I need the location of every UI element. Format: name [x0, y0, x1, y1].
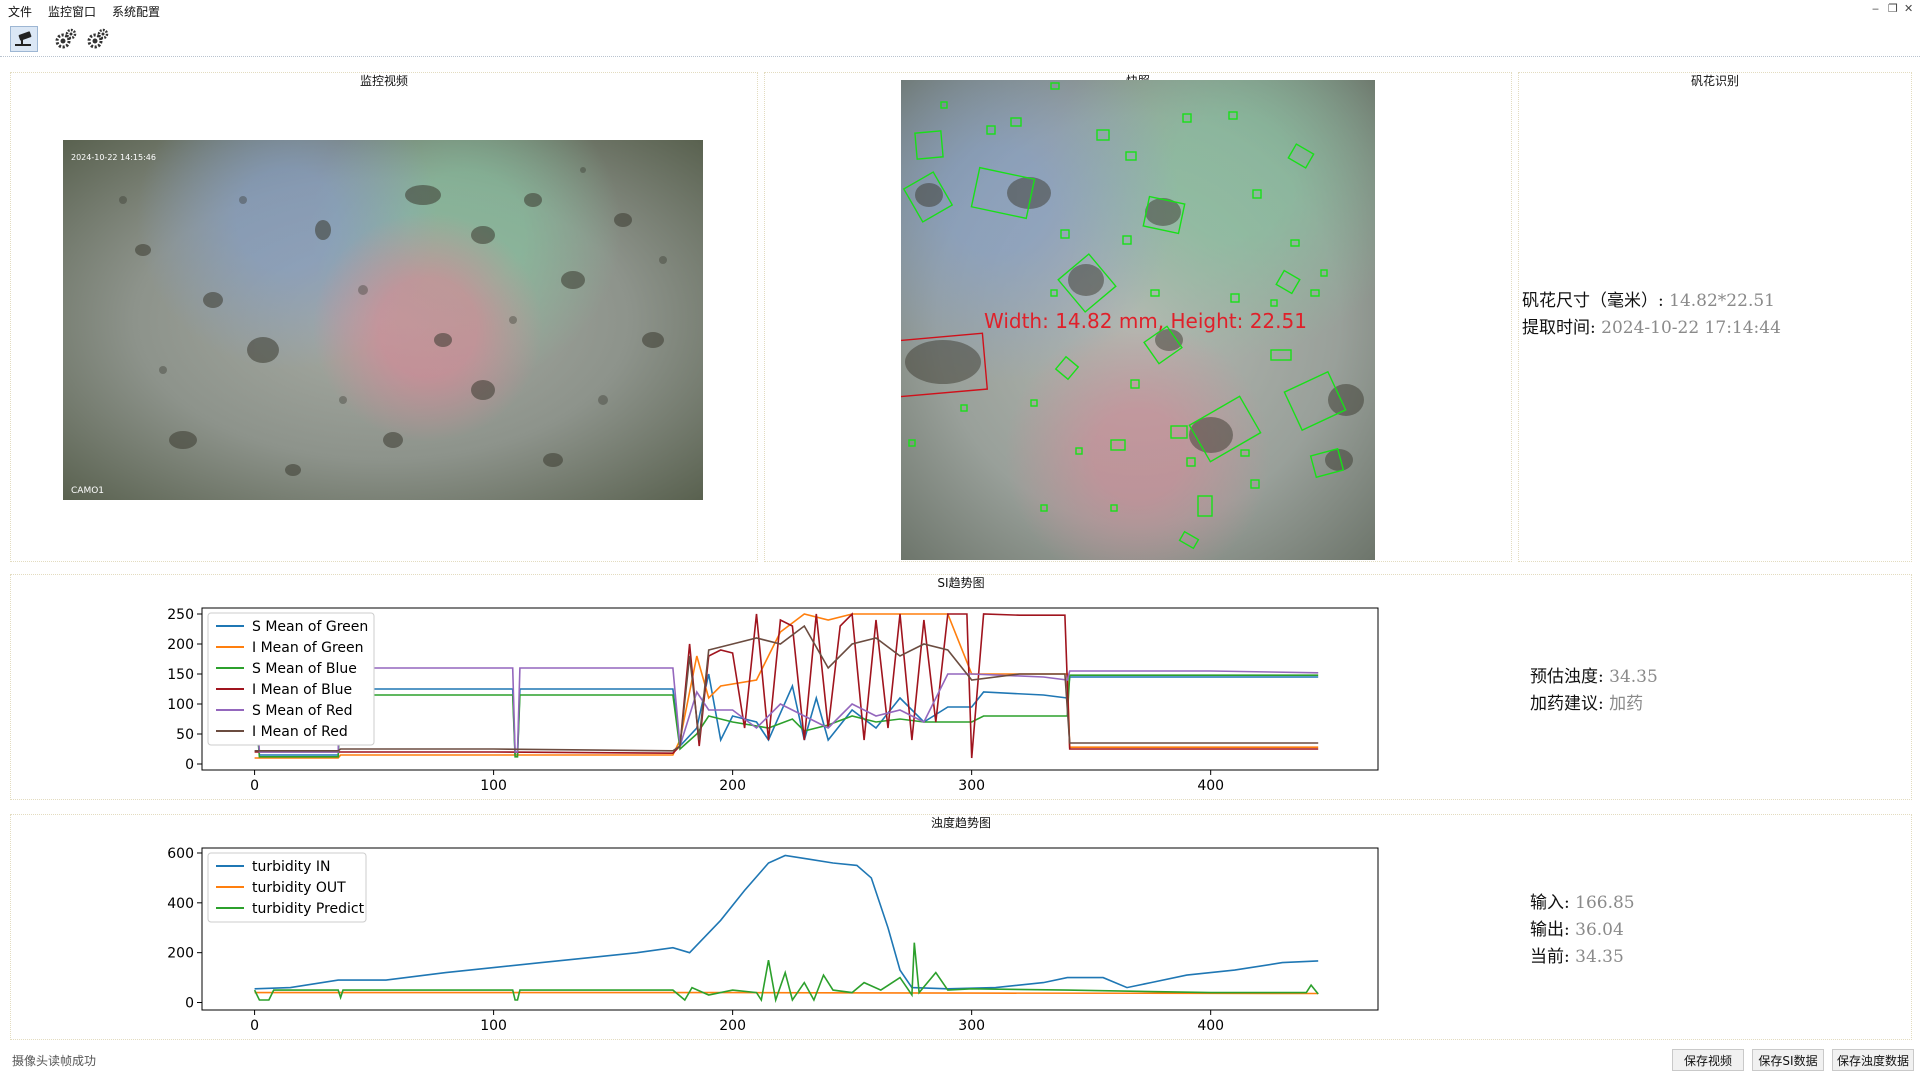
- floc-time-label: 提取时间:: [1522, 318, 1596, 338]
- status-message: 摄像头读帧成功: [12, 1054, 97, 1068]
- camera-icon: [15, 31, 32, 46]
- current-turbidity-value: 34.35: [1575, 947, 1624, 967]
- x-tick-label: 400: [1197, 778, 1224, 794]
- x-tick-label: 100: [480, 1018, 507, 1034]
- save-turbidity-data-button[interactable]: 保存浊度数据: [1832, 1049, 1914, 1071]
- turbidity-trend-title: 浊度趋势图: [930, 816, 991, 830]
- si-trend-title: SI趋势图: [937, 576, 985, 590]
- snapshot-annotation: Width: 14.82 mm, Height: 22.51: [984, 309, 1307, 333]
- floc-time-value: 2024-10-22 17:14:44: [1601, 318, 1781, 338]
- snapshot-overlay: Width: 14.82 mm, Height: 22.51: [901, 82, 1364, 550]
- close-icon[interactable]: ✕: [1904, 2, 1914, 15]
- camera-timestamp: 2024-10-22 14:15:46: [71, 153, 156, 162]
- floc-size-label: 矾花尺寸（毫米）:: [1522, 291, 1664, 311]
- turbidity-chart: 0 200 400 600 0 100 200 300 400 turbidity IN turbi…: [150, 838, 1390, 1042]
- legend-entry: turbidity OUT: [252, 880, 346, 896]
- floc-size-value: 14.82*22.51: [1669, 291, 1775, 311]
- menu-file[interactable]: 文件: [8, 5, 33, 19]
- menu-bar: 文件 监控窗口 系统配置: [0, 0, 1920, 20]
- si-trend-panel: SI趋势图: [10, 574, 1912, 800]
- floc-recognition-title: 矾花识别: [1690, 74, 1739, 88]
- y-tick-label: 0: [185, 757, 194, 773]
- legend-box: [207, 612, 375, 746]
- turbidity-trend-panel: 浊度趋势图: [10, 814, 1912, 1040]
- y-tick-label: 200: [167, 637, 194, 653]
- x-tick-label: 0: [250, 1018, 259, 1034]
- si-info: 预估浊度: 34.35 加药建议: 加药: [1530, 664, 1658, 718]
- series-line: [254, 854, 1319, 990]
- legend-entry: I Mean of Red: [252, 724, 348, 740]
- current-turbidity-label: 当前:: [1530, 947, 1570, 967]
- restore-icon[interactable]: ❐: [1888, 2, 1898, 15]
- series-line: [253, 664, 1319, 753]
- camera-feed: 2024-10-22 14:15:46 CAMO1: [63, 140, 703, 500]
- estimated-turbidity-value: 34.35: [1609, 667, 1658, 687]
- input-turbidity-value: 166.85: [1575, 893, 1635, 913]
- y-tick-label: 600: [167, 846, 194, 862]
- y-tick-label: 200: [167, 946, 194, 962]
- si-chart-svg: 0 50 100 150 200 250 0 100 200 300 400 S Mean of Gr…: [167, 607, 1379, 794]
- legend-entry: S Mean of Green: [252, 619, 368, 635]
- dosing-advice-value: 加药: [1609, 694, 1644, 714]
- turbidity-chart-svg: 0 200 400 600 0 100 200 300 400 turbidity IN turbi…: [167, 846, 1379, 1034]
- legend-entry: turbidity Predict: [252, 901, 365, 917]
- x-tick-label: 300: [958, 778, 985, 794]
- series-line: [254, 624, 1319, 752]
- y-tick-label: 250: [167, 607, 194, 623]
- legend-entry: S Mean of Red: [252, 703, 352, 719]
- save-si-data-button[interactable]: 保存SI数据: [1752, 1049, 1824, 1071]
- floc-recognition-panel: 矾花识别: [1518, 72, 1912, 562]
- camera-label: CAMO1: [71, 486, 105, 496]
- minimize-icon[interactable]: ‒: [1872, 2, 1879, 15]
- legend-entry: turbidity IN: [252, 859, 331, 875]
- y-tick-label: 100: [167, 697, 194, 713]
- y-tick-label: 150: [167, 667, 194, 683]
- snapshot-image: Width: 14.82 mm, Height: 22.51: [901, 80, 1375, 560]
- series-line: [253, 942, 1319, 1004]
- gear-icon: [55, 28, 77, 49]
- dosing-advice-label: 加药建议:: [1530, 694, 1604, 714]
- output-turbidity-label: 输出:: [1530, 920, 1570, 940]
- settings-button-1[interactable]: [52, 26, 80, 52]
- estimated-turbidity-label: 预估浊度:: [1530, 667, 1604, 687]
- legend-entry: I Mean of Blue: [252, 682, 352, 698]
- legend-entry: I Mean of Green: [252, 640, 364, 656]
- toolbar: [0, 22, 1920, 57]
- legend-entry: S Mean of Blue: [252, 661, 357, 677]
- monitor-video-title: 监控视频: [359, 74, 408, 88]
- x-tick-label: 0: [250, 778, 259, 794]
- turbidity-info: 输入: 166.85 输出: 36.04 当前: 34.35: [1530, 890, 1635, 971]
- monitor-video-panel: 监控视频: [10, 72, 758, 562]
- input-turbidity-label: 输入:: [1530, 893, 1570, 913]
- y-tick-label: 50: [176, 727, 194, 743]
- menu-monitor-window[interactable]: 监控窗口: [48, 5, 97, 19]
- series-line: [254, 991, 1319, 995]
- series-line: [253, 674, 1319, 758]
- y-tick-label: 0: [185, 996, 194, 1012]
- x-tick-label: 200: [719, 778, 746, 794]
- camera-feed-image: [119, 167, 667, 476]
- gear-icon: [87, 28, 109, 49]
- menu-system-config[interactable]: 系统配置: [112, 5, 161, 19]
- output-turbidity-value: 36.04: [1575, 920, 1624, 940]
- si-chart: 0 50 100 150 200 250 0 100 200 300 400 S Mean of Gr…: [150, 598, 1390, 802]
- series-line: [254, 612, 1319, 759]
- legend-box: [207, 852, 367, 923]
- floc-info: 矾花尺寸（毫米）: 14.82*22.51 提取时间: 2024-10-22 1…: [1522, 288, 1781, 342]
- x-tick-label: 300: [958, 1018, 985, 1034]
- x-tick-label: 100: [480, 778, 507, 794]
- x-tick-label: 200: [719, 1018, 746, 1034]
- x-tick-label: 400: [1197, 1018, 1224, 1034]
- y-tick-label: 400: [167, 896, 194, 912]
- camera-button[interactable]: [10, 26, 38, 52]
- settings-button-2[interactable]: [84, 26, 112, 52]
- plot-area: [201, 847, 1379, 1011]
- save-video-button[interactable]: 保存视频: [1672, 1049, 1744, 1071]
